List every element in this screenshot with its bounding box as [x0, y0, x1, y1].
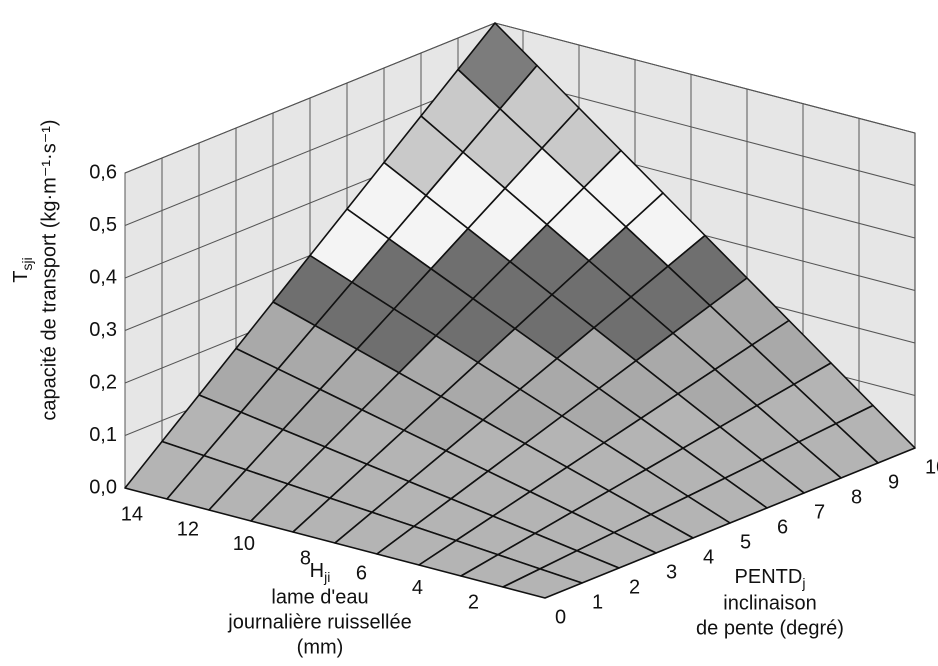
- x-tick-label: 6: [356, 562, 367, 584]
- y-tick-label: 0: [555, 606, 566, 628]
- z-subtitle: capacité de transport (kg·m⁻¹·s⁻¹): [38, 119, 60, 420]
- y-title-line: de pente (degré): [696, 617, 844, 639]
- z-symbol: T: [10, 271, 32, 283]
- y-tick-label: 8: [851, 486, 862, 508]
- x-tick-label: 8: [300, 548, 311, 570]
- y-tick-label: 9: [888, 471, 899, 493]
- z-tick-label: 0,2: [89, 371, 117, 393]
- y-tick-label: 1: [592, 591, 603, 613]
- y-title: PENTDj inclinaison de pente (degré): [696, 566, 844, 639]
- y-tick-label: 2: [629, 576, 640, 598]
- y-title-text: PENTDj: [735, 566, 806, 590]
- z-tick-label: 0,6: [89, 161, 117, 183]
- x-title-line: journalière ruissellée: [227, 611, 411, 633]
- y-tick-label: 5: [740, 531, 751, 553]
- x-title-line: lame d'eau: [271, 586, 368, 608]
- x-title-text: Hji: [310, 560, 331, 584]
- x-tick-label: 4: [412, 577, 423, 599]
- x-title: Hji lame d'eau journalière ruissellée (m…: [227, 560, 411, 658]
- y-tick-label: 4: [703, 546, 714, 568]
- z-tick-label: 0,5: [89, 214, 117, 236]
- y-title-line: inclinaison: [723, 592, 816, 614]
- x-subscript: ji: [323, 569, 330, 585]
- z-subscript: sji: [19, 257, 35, 270]
- y-symbol: PENTD: [735, 566, 803, 588]
- x-symbol: H: [310, 560, 324, 582]
- x-tick-label: 10: [233, 533, 255, 555]
- x-title-line: (mm): [297, 636, 344, 658]
- y-tick-label: 7: [814, 501, 825, 523]
- z-title: Tsji capacité de transport (kg·m⁻¹·s⁻¹): [10, 119, 60, 420]
- y-tick-label: 6: [777, 516, 788, 538]
- z-tick-label: 0,3: [89, 319, 117, 341]
- y-subscript: j: [801, 575, 805, 591]
- z-tick-label: 0,0: [89, 476, 117, 498]
- z-tick-label: 0,4: [89, 266, 117, 288]
- x-tick-label: 12: [177, 518, 199, 540]
- z-tick-label: 0,1: [89, 424, 117, 446]
- grid-line: [494, 22, 916, 134]
- x-tick-label: 2: [468, 592, 479, 614]
- surface-cell: [502, 568, 583, 599]
- y-tick-label: 3: [666, 561, 677, 583]
- y-tick-label: 10: [925, 456, 938, 478]
- x-tick-label: 14: [121, 504, 143, 526]
- z-title-text: Tsji: [10, 257, 34, 282]
